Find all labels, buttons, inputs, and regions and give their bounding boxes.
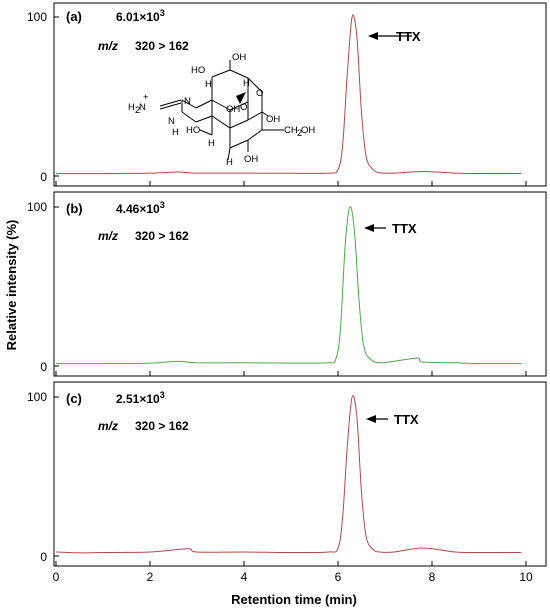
- svg-text:HO: HO: [191, 65, 205, 76]
- panel-b-intensity-base: 4.46×10: [116, 202, 160, 216]
- panel-c-peak-label: TTX: [394, 412, 419, 427]
- svg-text:H: H: [205, 79, 212, 90]
- panel-b-intensity: 4.46×103: [116, 200, 165, 216]
- svg-text:H: H: [208, 138, 215, 149]
- svg-text:OH: OH: [232, 52, 246, 63]
- panel-b-ticks: [54, 206, 527, 376]
- panel-b-series-line: [55, 206, 522, 365]
- panel-c-intensity-exp: 3: [160, 390, 165, 400]
- panel-c-ticks: [54, 396, 527, 566]
- tetrodotoxin-structure: HO OH H H N OH O O H 2 N + N H HO H H OH…: [128, 52, 315, 168]
- panel-c-series-line: [55, 395, 522, 554]
- panel-a: 100 0 (a) 6.01×103 m/z 320 > 162 TTX: [27, 2, 547, 187]
- panel-a-ytick-top: 100: [27, 10, 47, 24]
- panel-c-label: (c): [66, 391, 82, 406]
- panel-c-intensity: 2.51×103: [116, 390, 165, 406]
- panel-b-ytick-bottom: 0: [40, 360, 47, 374]
- panel-c-peak-arrowhead: [366, 415, 376, 423]
- panel-b-label: (b): [66, 201, 83, 216]
- svg-text:HO: HO: [186, 125, 200, 136]
- svg-text:OH: OH: [226, 104, 240, 115]
- svg-text:OH: OH: [301, 125, 315, 136]
- panel-a-peak-label: TTX: [396, 29, 421, 44]
- svg-text:H: H: [226, 157, 233, 168]
- panel-a-ticks: [54, 16, 527, 186]
- panel-b-mz: m/z: [98, 229, 118, 243]
- panel-b: 100 0 (b) 4.46×103 m/z 320 > 162 TTX: [27, 191, 547, 377]
- panel-b-ytick-top: 100: [27, 200, 47, 214]
- panel-a-transition: 320 > 162: [135, 39, 189, 53]
- svg-text:OH: OH: [266, 114, 280, 125]
- svg-text:OH: OH: [244, 154, 258, 165]
- panel-a-frame: [53, 2, 547, 187]
- svg-text:O: O: [240, 102, 247, 113]
- svg-text:H: H: [172, 127, 179, 138]
- panel-a-series-line: [55, 14, 522, 175]
- svg-text:O: O: [256, 88, 263, 99]
- panel-c-intensity-base: 2.51×10: [116, 392, 160, 406]
- panel-a-intensity-exp: 3: [160, 8, 165, 18]
- panel-c-ytick-bottom: 0: [40, 550, 47, 564]
- svg-text:2: 2: [135, 105, 140, 116]
- x-tick-label: 10: [519, 570, 533, 584]
- y-axis-label: Relative intensity (%): [4, 220, 19, 351]
- svg-text:N: N: [139, 102, 146, 113]
- panel-a-peak-arrowhead: [368, 32, 378, 40]
- panel-b-frame: [53, 191, 547, 377]
- panel-a-ytick-bottom: 0: [40, 170, 47, 184]
- x-tick-label: 0: [53, 570, 60, 584]
- svg-text:CH: CH: [284, 125, 298, 136]
- panel-a-intensity: 6.01×103: [116, 8, 165, 24]
- panel-a-mz: m/z: [98, 39, 118, 53]
- panel-b-transition: 320 > 162: [135, 229, 189, 243]
- panel-c-transition: 320 > 162: [135, 419, 189, 433]
- panel-a-intensity-base: 6.01×10: [116, 10, 160, 24]
- svg-text:+: +: [143, 92, 149, 103]
- panel-c-mz: m/z: [98, 419, 118, 433]
- svg-text:N: N: [168, 116, 175, 127]
- panel-c-frame: [53, 381, 547, 567]
- panel-c: 100 0 (c) 2.51×103 m/z 320 > 162 TTX: [27, 381, 547, 567]
- svg-text:H: H: [243, 78, 250, 89]
- panel-a-label: (a): [66, 9, 82, 24]
- x-tick-labels: 0 2 4 6 8 10: [53, 570, 533, 584]
- x-tick-label: 6: [335, 570, 342, 584]
- panel-b-peak-label: TTX: [392, 221, 417, 236]
- x-axis-label: Retention time (min): [231, 592, 357, 607]
- svg-text:N: N: [184, 96, 191, 107]
- panel-c-ytick-top: 100: [27, 390, 47, 404]
- panel-b-intensity-exp: 3: [160, 200, 165, 210]
- x-tick-label: 2: [147, 570, 154, 584]
- x-tick-label: 4: [241, 570, 248, 584]
- svg-text:H: H: [128, 102, 135, 113]
- panel-b-peak-arrowhead: [364, 224, 374, 232]
- x-tick-label: 8: [429, 570, 436, 584]
- svg-text:2: 2: [297, 128, 302, 139]
